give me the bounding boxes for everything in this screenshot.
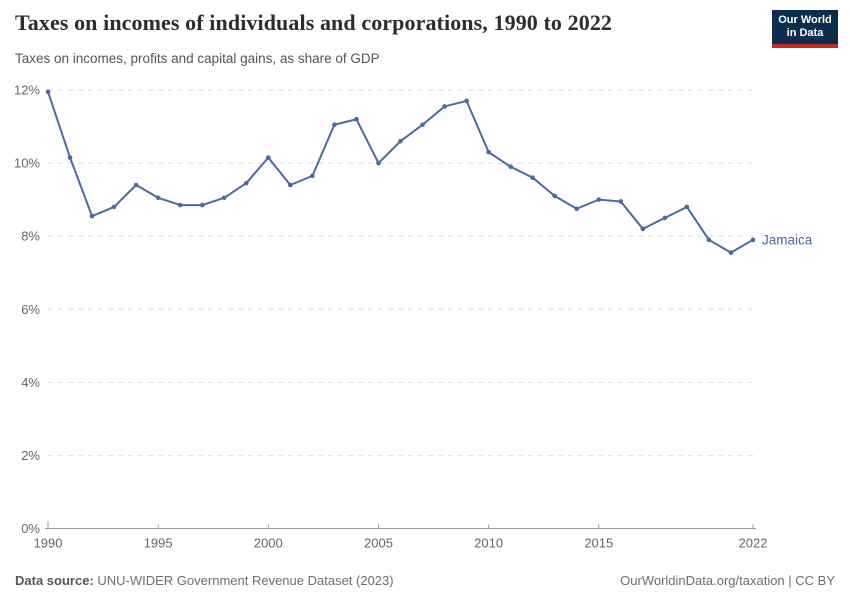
data-point-marker [221, 195, 227, 201]
data-point-marker [728, 250, 734, 255]
y-tick-label: 2% [21, 448, 40, 463]
data-point-marker [155, 195, 161, 201]
line-chart[interactable]: 0% 2% 4% 6% 8% 10% 12% 1990 1995 2000 2005 2010 2015… [0, 80, 850, 565]
data-point-marker [596, 197, 602, 202]
y-tick-label: 12% [14, 83, 40, 98]
data-point-marker [45, 89, 51, 95]
data-point-marker [684, 204, 690, 210]
data-point-marker [111, 204, 117, 210]
data-point-marker [354, 116, 359, 122]
data-point-marker [89, 213, 95, 219]
data-point-marker [750, 237, 756, 243]
x-tick-label: 2015 [584, 536, 613, 551]
data-point-marker [552, 193, 558, 199]
data-source-label: Data source: [15, 573, 94, 588]
data-point-marker [67, 155, 73, 160]
y-tick-label: 0% [21, 521, 40, 536]
data-source: Data source: UNU-WIDER Government Revenu… [15, 573, 394, 588]
x-tick-label: 2000 [254, 536, 283, 551]
data-point-marker [398, 138, 403, 144]
x-tick-label: 2005 [364, 536, 393, 551]
data-point-marker [376, 160, 381, 166]
data-point-marker [266, 155, 271, 160]
data-point-marker [133, 182, 139, 188]
data-point-marker [199, 202, 205, 208]
data-point-marker [706, 237, 712, 243]
credit-link[interactable]: OurWorldinData.org/taxation | CC BY [620, 573, 835, 588]
data-point-marker [618, 199, 624, 204]
owid-logo[interactable]: Our World in Data [772, 10, 838, 48]
logo-text-line2: in Data [786, 27, 824, 39]
data-point-marker [640, 226, 646, 232]
trend-line [47, 90, 754, 254]
data-point-marker [464, 98, 469, 104]
x-tick-label: 2022 [739, 536, 768, 551]
data-point-marker [243, 180, 249, 186]
logo-text-line1: Our World [778, 14, 832, 26]
series-end-label: Jamaica [762, 232, 813, 247]
data-point-marker [332, 122, 337, 128]
y-tick-label: 6% [21, 302, 40, 317]
data-point-marker [530, 175, 535, 180]
chart-title: Taxes on incomes of individuals and corp… [15, 10, 613, 35]
data-point-marker [420, 122, 425, 128]
y-tick-label: 4% [21, 375, 40, 390]
data-point-marker [662, 215, 668, 221]
data-point-marker [442, 104, 447, 109]
chart-subtitle: Taxes on incomes, profits and capital ga… [15, 51, 380, 66]
data-point-marker [288, 182, 293, 188]
data-point-marker [508, 164, 513, 170]
data-point-marker [177, 202, 183, 208]
data-point-marker [310, 173, 315, 179]
data-point-marker [574, 206, 580, 212]
chart-footer: Data source: UNU-WIDER Government Revenu… [15, 573, 835, 588]
data-point-marker [486, 149, 491, 155]
y-tick-label: 8% [21, 229, 40, 244]
x-tick-label: 1990 [34, 536, 63, 551]
y-tick-label: 10% [14, 156, 40, 171]
x-tick-label: 1995 [144, 536, 173, 551]
x-tick-label: 2010 [474, 536, 503, 551]
data-source-text: UNU-WIDER Government Revenue Dataset (20… [97, 573, 394, 588]
